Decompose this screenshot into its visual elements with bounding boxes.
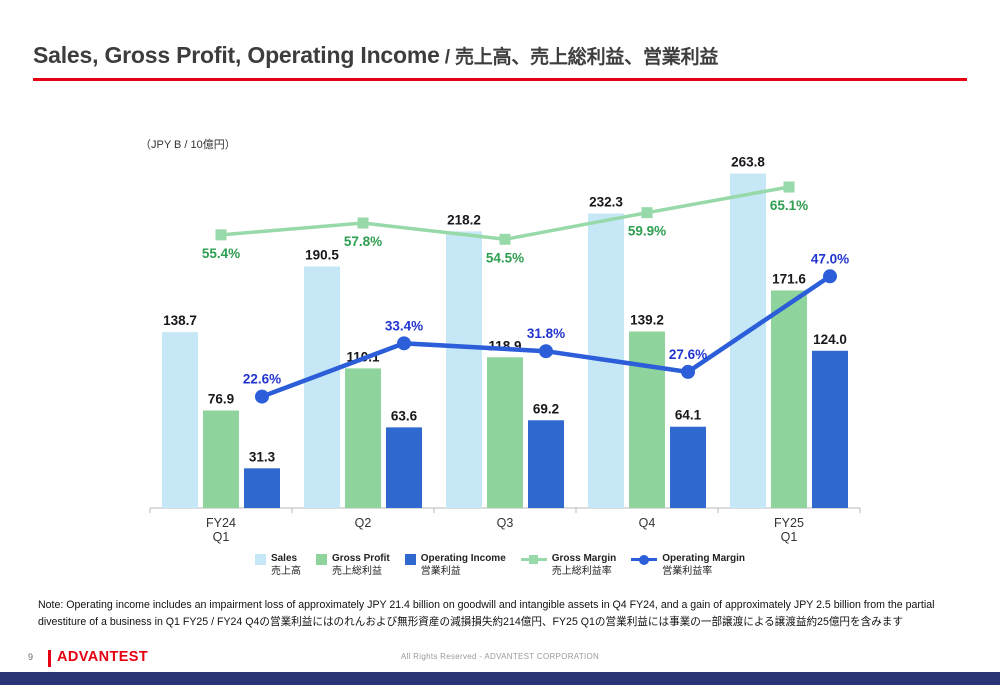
bar-value-operating-income: 63.6 xyxy=(391,408,418,423)
bar-sales xyxy=(446,231,482,508)
legend-label: Gross Profit 売上総利益 xyxy=(331,553,390,577)
gross-margin-line xyxy=(220,185,790,242)
operating-margin-marker xyxy=(539,344,553,359)
legend-swatch-icon xyxy=(315,554,327,565)
bar-value-operating-income: 69.2 xyxy=(533,401,559,416)
bar-value-sales: 263.8 xyxy=(731,155,765,170)
x-axis-label: FY24 xyxy=(206,516,236,530)
page-number: 9 xyxy=(28,652,34,662)
operating-margin-marker xyxy=(255,389,269,404)
bar-sales xyxy=(162,332,198,508)
bar-gross-profit xyxy=(629,331,665,508)
legend-label: Operating Margin 営業利益率 xyxy=(662,553,746,577)
bar-operating-income xyxy=(244,468,280,508)
bar-value-sales: 138.7 xyxy=(163,313,197,328)
bar-value-operating-income: 124.0 xyxy=(813,332,847,347)
bar-value-sales: 232.3 xyxy=(589,194,623,209)
bar-operating-income xyxy=(386,427,422,508)
bar-value-sales: 218.2 xyxy=(447,212,481,227)
gross-margin-value: 59.9% xyxy=(628,224,666,239)
operating-margin-marker xyxy=(681,364,695,379)
legend-item: Sales 売上高 xyxy=(254,552,301,578)
page-title-en: Sales, Gross Profit, Operating Income xyxy=(33,42,440,68)
page-title-jp: 売上高、売上総利益、営業利益 xyxy=(454,47,719,68)
gross-margin-marker xyxy=(357,217,369,229)
legend-item: Gross Profit 売上総利益 xyxy=(315,552,390,578)
footnote: Note: Operating income includes an impai… xyxy=(38,597,968,631)
legend-item: Operating Margin 営業利益率 xyxy=(631,552,745,578)
legend-item: Operating Income 営業利益 xyxy=(404,552,506,578)
bar-gross-profit xyxy=(771,290,807,508)
bar-gross-profit xyxy=(487,357,523,508)
legend-label: Sales 売上高 xyxy=(270,553,301,577)
bar-operating-income xyxy=(812,350,848,508)
footnote-line-1: Note: Operating income includes an impai… xyxy=(38,599,935,611)
operating-margin-marker xyxy=(397,336,411,351)
operating-margin-value: 22.6% xyxy=(243,372,281,387)
x-axis-label: Q4 xyxy=(639,516,656,530)
bar-value-gross-profit: 76.9 xyxy=(208,392,234,407)
bottom-accent-bar xyxy=(0,672,1000,685)
operating-margin-value: 47.0% xyxy=(811,251,849,266)
legend-line-marker-icon xyxy=(631,554,658,565)
x-axis-label: Q3 xyxy=(497,516,514,530)
footnote-line-2: divestiture of a business in Q1 FY25 / F… xyxy=(38,615,903,628)
operating-margin-marker xyxy=(823,269,837,284)
legend-label: Operating Income 営業利益 xyxy=(420,553,506,577)
page-title: Sales, Gross Profit, Operating Income / … xyxy=(33,42,967,69)
operating-margin-value: 27.6% xyxy=(669,347,707,362)
operating-margin-value: 31.8% xyxy=(527,326,565,341)
bar-value-operating-income: 64.1 xyxy=(675,408,702,423)
gross-margin-value: 57.8% xyxy=(344,234,382,249)
gross-margin-marker xyxy=(499,233,511,245)
legend-swatch-icon xyxy=(254,554,266,565)
bar-value-gross-profit: 171.6 xyxy=(772,271,806,286)
gross-margin-value: 65.1% xyxy=(770,198,808,213)
sales-profit-income-chart: 138.7190.5218.2232.3263.876.9110.1118.91… xyxy=(149,155,861,544)
logo-divider xyxy=(48,650,51,667)
legend-label: Gross Margin 売上総利益率 xyxy=(551,553,617,577)
page-title-separator: / xyxy=(439,47,455,68)
bar-value-operating-income: 31.3 xyxy=(249,449,276,464)
bar-sales xyxy=(304,266,340,508)
bar-operating-income xyxy=(528,420,564,508)
bar-value-sales: 190.5 xyxy=(305,247,339,262)
operating-margin-value: 33.4% xyxy=(385,318,423,333)
x-axis-label: Q1 xyxy=(213,530,230,544)
x-axis-label: FY25 xyxy=(774,516,804,530)
gross-margin-value: 54.5% xyxy=(486,250,524,265)
legend-item: Gross Margin 売上総利益率 xyxy=(520,552,617,578)
legend-line-marker-icon xyxy=(520,555,547,564)
x-axis-label: Q1 xyxy=(781,530,798,544)
bar-gross-profit xyxy=(203,410,239,508)
legend-swatch-icon xyxy=(404,554,416,565)
axis-unit-label: （JPY B / 10億円） xyxy=(140,139,236,151)
gross-margin-marker xyxy=(641,207,653,219)
gross-margin-marker xyxy=(215,229,227,241)
legend-circle-icon xyxy=(639,554,650,565)
chart-legend: Sales 売上高 Gross Profit 売上総利益 Operating Incom… xyxy=(0,552,1000,578)
bar-operating-income xyxy=(670,426,706,508)
gross-margin-marker xyxy=(783,181,795,193)
bar-value-gross-profit: 139.2 xyxy=(630,313,664,328)
bar-gross-profit xyxy=(345,368,381,508)
legend-square-icon xyxy=(529,555,539,564)
advantest-logo: ADVANTEST xyxy=(57,649,149,665)
header: Sales, Gross Profit, Operating Income / … xyxy=(0,0,1000,81)
gross-margin-value: 55.4% xyxy=(202,246,240,261)
copyright-text: All Rights Reserved - ADVANTEST CORPORAT… xyxy=(400,652,600,661)
x-axis-label: Q2 xyxy=(355,516,372,530)
title-underline xyxy=(33,78,967,81)
